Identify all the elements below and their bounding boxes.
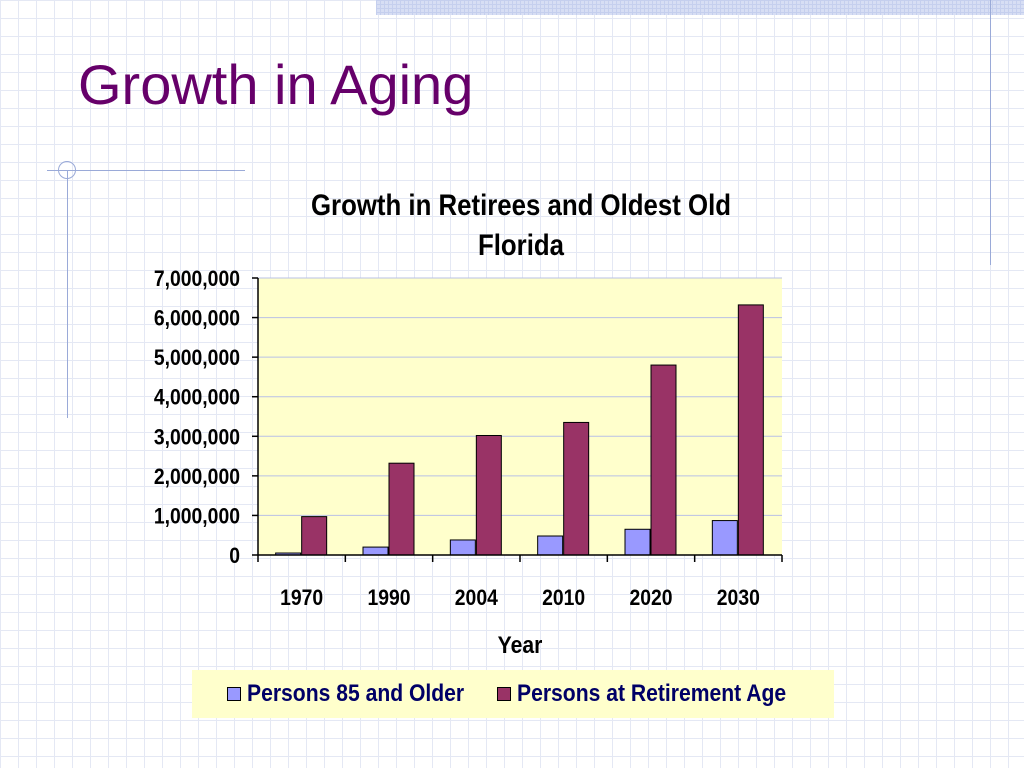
y-tick-label-2: 2,000,000 [154, 465, 240, 489]
bar-retirement-age-2020 [650, 364, 677, 556]
bar-retirement-age-1970 [301, 516, 328, 556]
chart-title: Growth in Retirees and Oldest Old Florid… [276, 186, 766, 266]
y-tick-label-6: 6,000,000 [154, 306, 240, 330]
y-tick-label-7: 7,000,000 [154, 267, 240, 291]
bar-retirement-age-2004 [475, 434, 502, 556]
x-tick-label-2010: 2010 [542, 586, 585, 610]
y-tick-label-0: 0 [229, 544, 240, 568]
left-decor-line [67, 170, 68, 418]
top-decor-band [376, 0, 1024, 15]
title-underline-decor [47, 170, 245, 171]
bar-persons-85-2020 [624, 528, 651, 556]
y-tick-label-3: 3,000,000 [154, 425, 240, 449]
y-tick-label-4: 4,000,000 [154, 386, 240, 410]
bar-persons-85-2004 [449, 539, 476, 556]
bar-persons-85-2030 [711, 520, 738, 556]
x-tick-label-1970: 1970 [280, 586, 323, 610]
legend-item-persons-85: Persons 85 and Older [226, 680, 470, 708]
legend-label-series-1: Persons 85 and Older [246, 680, 464, 707]
chart-title-line-1: Growth in Retirees and Oldest Old [310, 189, 732, 222]
y-tick-label-1: 1,000,000 [154, 504, 240, 528]
bar-retirement-age-1990 [388, 462, 415, 556]
bar-persons-85-2010 [537, 535, 564, 556]
bar-retirement-age-2030 [737, 304, 764, 556]
chart-title-line-2: Florida [477, 229, 564, 262]
bar-retirement-age-2010 [563, 421, 590, 556]
x-tick-label-1990: 1990 [367, 586, 410, 610]
y-tick-label-5: 5,000,000 [154, 346, 240, 370]
x-tick-label-2030: 2030 [717, 586, 760, 610]
decor-circle [58, 161, 76, 179]
x-tick-label-2020: 2020 [629, 586, 672, 610]
x-tick-label-2004: 2004 [455, 586, 499, 610]
legend-swatch-series-2 [497, 687, 512, 701]
legend-item-retirement-age: Persons at Retirement Age [497, 680, 799, 708]
plot-area [258, 278, 782, 555]
legend-label-series-2: Persons at Retirement Age [517, 680, 787, 707]
right-decor-line [990, 0, 991, 265]
legend-swatch-series-1 [226, 687, 241, 701]
bar-persons-85-1990 [362, 546, 389, 556]
x-axis-label: Year [498, 632, 543, 659]
slide-title: Growth in Aging [78, 53, 474, 116]
chart-legend: Persons 85 and Older Persons at Retireme… [192, 670, 834, 718]
